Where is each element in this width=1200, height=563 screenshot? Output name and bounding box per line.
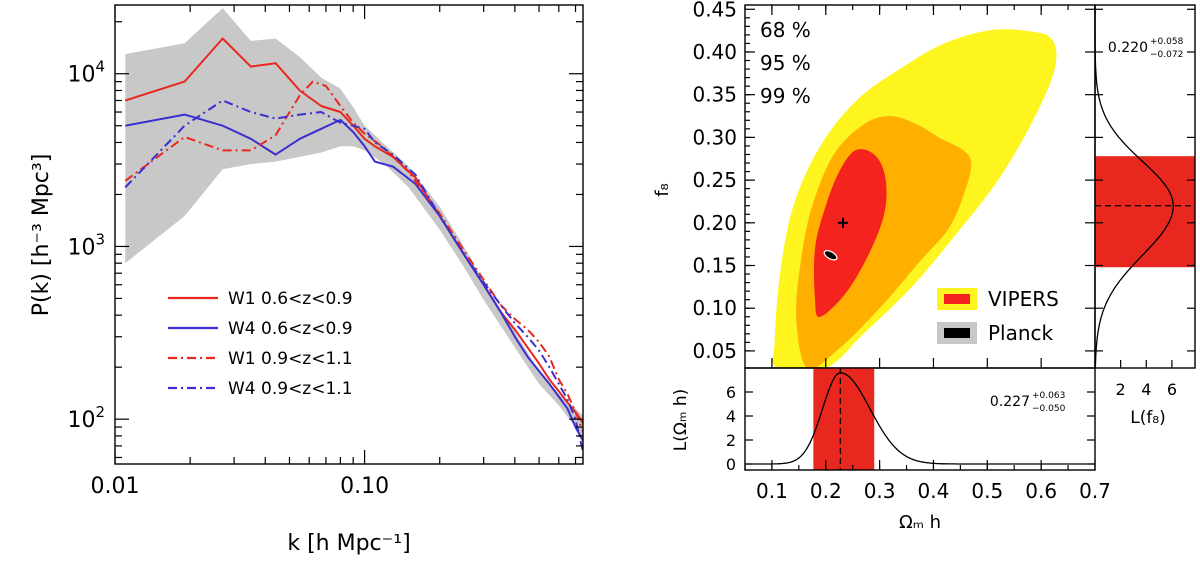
confidence-level-labels: 68 % 95 % 99 %: [760, 18, 811, 108]
tick-exponent: 4: [95, 58, 105, 76]
xlabel-k: k [h Mpc⁻¹]: [287, 531, 410, 556]
tick-base: 10: [67, 63, 95, 88]
marginal-omegah-content: [745, 368, 1095, 470]
marginal-fsigma8-axes: [1094, 4, 1196, 369]
y-tick-label: 0: [726, 455, 736, 474]
annotation-value: 0.227: [990, 394, 1030, 410]
annotation-plus: +0.058: [1150, 37, 1184, 47]
y-tick-label: 102: [67, 403, 105, 433]
y-tick-label: 0.25: [692, 168, 737, 192]
error-band: [125, 8, 583, 441]
marginal-omegah-ylabel: L(Ωₘ h): [671, 389, 691, 452]
interval-fsigma8: [1095, 156, 1195, 268]
y-tick-label: 0.15: [692, 254, 737, 278]
y-tick-label: 6: [726, 383, 736, 402]
x-tick-label: 0.6: [1025, 479, 1057, 503]
y-tick-label: 0.10: [692, 296, 737, 320]
tick-exponent: 3: [95, 230, 105, 248]
tick-base: 10: [67, 235, 95, 260]
x-tick-label: 0.5: [971, 479, 1003, 503]
contour-ytick-labels: 0.05 0.10 0.15 0.20 0.25 0.30 0.35 0.40 0.45: [692, 0, 737, 363]
x-tick-label: 6: [1167, 380, 1177, 399]
error-band-area: [125, 8, 583, 441]
y-tick-label: 0.45: [692, 0, 737, 21]
confidence-contours: [772, 29, 1057, 368]
y-tick-label: 4: [726, 407, 736, 426]
x-tick-label: 0.3: [864, 479, 896, 503]
marginal-fsigma8-annotation: 0.220 +0.058 −0.072: [1108, 37, 1184, 60]
contour-legend: VIPERS Planck: [937, 287, 1059, 345]
x-tick-label: 0.7: [1079, 479, 1111, 503]
marginal-omegah-tick-labels: 0.1 0.2 0.3 0.4 0.5 0.6 0.7 0 2 4 6: [726, 383, 1111, 503]
series-lines: [124, 37, 583, 452]
legend-label-1: W1 0.6<z<0.9: [228, 289, 353, 309]
x-tick-label: 0.2: [810, 479, 842, 503]
annotation-value: 0.220: [1108, 40, 1148, 56]
y-tick-label: 104: [67, 58, 105, 88]
series-line-2: [125, 113, 583, 442]
x-tick-label: 0.1: [756, 479, 788, 503]
y-tick-label: 0.35: [692, 83, 737, 107]
power-spectrum-ylabel: P(k) [h⁻³ Mpc³]: [29, 154, 54, 317]
planck-ellipse: [823, 249, 838, 261]
x-tick-label: 4: [1141, 380, 1151, 399]
marginal-fsigma8-xlabel: L(f₈): [1130, 408, 1166, 428]
contour-panel: 0.050.100.150.200.250.300.350.400.45 f₈ …: [652, 0, 1096, 369]
interval-omegah: [813, 368, 875, 470]
marginal-omegah-axes: [744, 367, 1096, 471]
likelihood-curve-omegah: [745, 372, 1095, 465]
contour-68: [813, 149, 887, 317]
contour-ylabel: f₈: [652, 183, 673, 197]
y-tick-label: 2: [726, 431, 736, 450]
contour-points: [823, 217, 848, 261]
marginal-fsigma8-ticks: [1095, 8, 1195, 368]
series-line-1: [124, 37, 583, 424]
annotation-minus: −0.072: [1150, 50, 1183, 60]
y-tick-label: 0.30: [692, 125, 737, 149]
marginal-fsigma8-content: [1094, 5, 1195, 368]
x-tick-label: 0.10: [340, 474, 389, 499]
power-spectrum-ticks: [114, 5, 583, 464]
x-tick-label: 2: [1116, 380, 1126, 399]
power-spectrum-axes: [114, 4, 584, 465]
y-tick-label: 0.05: [692, 339, 737, 363]
legend-fill-1: [944, 294, 970, 304]
marginal-omegah-panel: 0.1 0.2 0.3 0.4 0.5 0.6 0.7 0 2 4 6 L(Ωₘ h) Ωₘ h 0…: [671, 367, 1111, 533]
legend-label-3: W1 0.9<z<1.1: [228, 349, 353, 369]
level-label-3: 99 %: [760, 84, 811, 108]
y-tick-label: 103: [67, 230, 105, 260]
x-tick-label: 0.01: [91, 474, 140, 499]
annotation-minus: −0.050: [1032, 404, 1066, 414]
legend-label-2: W4 0.6<z<0.9: [228, 319, 353, 339]
marginal-omegah-annotation: 0.227 +0.063 −0.050: [990, 391, 1066, 414]
series-line-3: [124, 80, 583, 432]
y-tick-label: 0.20: [692, 211, 737, 235]
x-tick-label: 0.4: [918, 479, 950, 503]
level-label-1: 68 %: [760, 18, 811, 42]
legend-fill-2: [944, 328, 970, 338]
annotation-plus: +0.063: [1032, 391, 1065, 401]
contour-xlabel: Ωₘ h: [899, 512, 941, 533]
tick-exponent: 2: [95, 403, 105, 421]
level-label-2: 95 %: [760, 51, 811, 75]
y-tick-label: 0.40: [692, 40, 737, 64]
legend-label-4: W4 0.9<z<1.1: [228, 379, 353, 399]
legend-label-1: VIPERS: [988, 287, 1059, 311]
power-spectrum-xlabel: k [h Mpc⁻¹]: [287, 531, 410, 556]
tick-base: 10: [67, 408, 95, 433]
marginal-omegah-ticks: [744, 391, 1096, 470]
legend-label-2: Planck: [988, 321, 1054, 345]
series-line-4: [124, 99, 583, 452]
power-spectrum-legend: W1 0.6<z<0.9 W4 0.6<z<0.9 W1 0.9<z<1.1 W4 0…: [168, 289, 353, 399]
